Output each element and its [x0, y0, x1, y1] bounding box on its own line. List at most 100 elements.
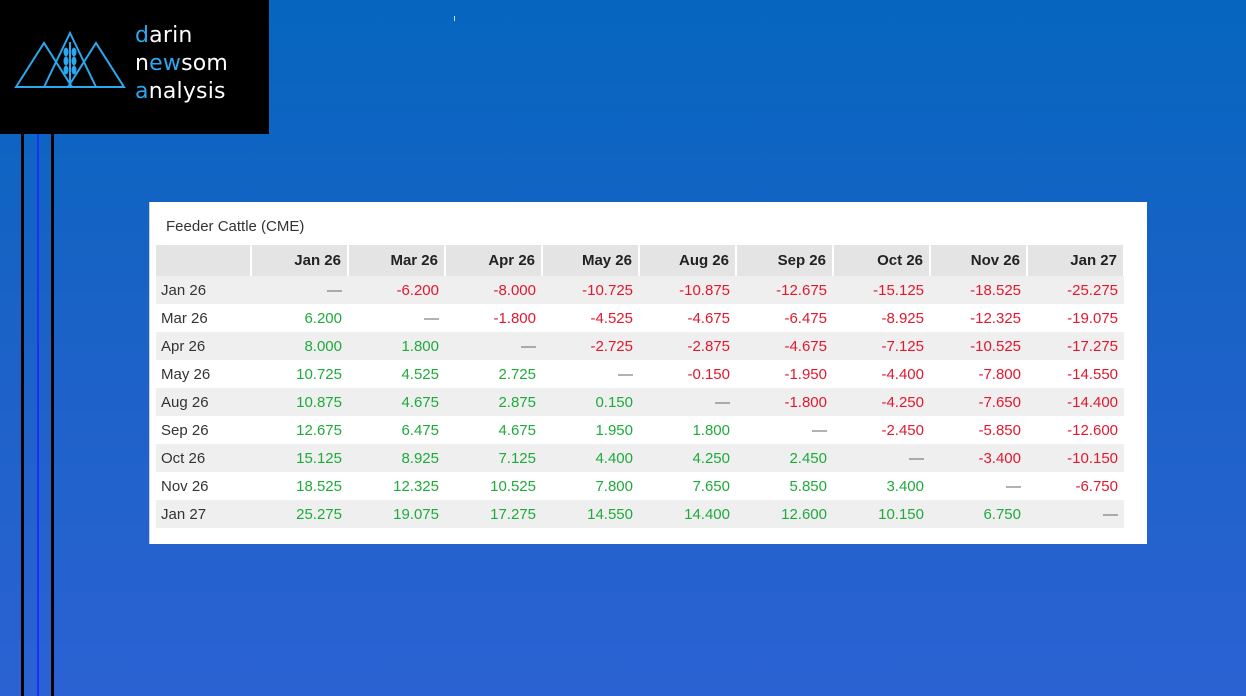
spread-cell: — — [639, 388, 736, 416]
spread-cell: 10.150 — [833, 500, 930, 528]
spread-cell: 1.950 — [542, 416, 639, 444]
row-label: Aug 26 — [156, 388, 251, 416]
spread-cell: 15.125 — [251, 444, 348, 472]
row-label: Sep 26 — [156, 416, 251, 444]
row-label: Mar 26 — [156, 304, 251, 332]
spread-cell: 0.150 — [542, 388, 639, 416]
panel-title: Feeder Cattle (CME) — [166, 218, 305, 235]
spread-cell: 17.275 — [445, 500, 542, 528]
spread-cell: -3.400 — [930, 444, 1027, 472]
row-label: Oct 26 — [156, 444, 251, 472]
spread-cell: -4.675 — [639, 304, 736, 332]
column-header: Apr 26 — [445, 245, 543, 276]
spread-cell: -2.875 — [639, 332, 736, 360]
spread-cell: 3.400 — [833, 472, 930, 500]
table-row: Apr 26 8.000 1.800— -2.725 -2.875 -4.675 -7.12… — [156, 332, 1124, 360]
spread-cell: -17.275 — [1027, 332, 1124, 360]
spread-cell: 10.725 — [251, 360, 348, 388]
decorative-line — [21, 134, 24, 696]
spread-cell: 1.800 — [348, 332, 445, 360]
spread-cell: 4.525 — [348, 360, 445, 388]
spread-cell: -4.675 — [736, 332, 833, 360]
spread-cell: 12.600 — [736, 500, 833, 528]
spread-cell: -14.400 — [1027, 388, 1124, 416]
spread-cell: -18.525 — [930, 276, 1027, 304]
logo-wordmark: darin newsom analysis — [135, 22, 228, 106]
spread-cell: -8.000 — [445, 276, 542, 304]
spread-cell: -7.800 — [930, 360, 1027, 388]
table-row: May 26 10.725 4.525 2.725— -0.150 -1.950 -4.40… — [156, 360, 1124, 388]
spread-cell: — — [542, 360, 639, 388]
spread-cell: 2.875 — [445, 388, 542, 416]
table-row: Nov 26 18.525 12.325 10.525 7.800 7.650 5.850 3… — [156, 472, 1124, 500]
decorative-line — [37, 134, 39, 696]
spread-cell: 4.250 — [639, 444, 736, 472]
spread-cell: — — [445, 332, 542, 360]
column-header: Jan 26 — [251, 245, 349, 276]
spread-cell: -14.550 — [1027, 360, 1124, 388]
column-header: Mar 26 — [348, 245, 446, 276]
mountain-wheat-logo-icon — [14, 30, 126, 88]
spread-cell: 12.325 — [348, 472, 445, 500]
spread-cell: 4.675 — [445, 416, 542, 444]
table-row: Aug 26 10.875 4.675 2.875 0.150— -1.800 -4.250… — [156, 388, 1124, 416]
spread-cell: 8.925 — [348, 444, 445, 472]
spread-cell: -10.150 — [1027, 444, 1124, 472]
row-label: Jan 27 — [156, 500, 251, 528]
spread-cell: -7.125 — [833, 332, 930, 360]
spread-cell: 4.400 — [542, 444, 639, 472]
spread-cell: 7.650 — [639, 472, 736, 500]
spread-cell: — — [251, 276, 348, 304]
spread-cell: — — [930, 472, 1027, 500]
spread-cell: 8.000 — [251, 332, 348, 360]
row-label: Nov 26 — [156, 472, 251, 500]
spread-cell: -10.525 — [930, 332, 1027, 360]
column-header: Sep 26 — [736, 245, 834, 276]
spread-cell: 6.200 — [251, 304, 348, 332]
spread-cell: -7.650 — [930, 388, 1027, 416]
column-header: Jan 27 — [1027, 245, 1125, 276]
table-row: Oct 26 15.125 8.925 7.125 4.400 4.250 2.450— -3… — [156, 444, 1124, 472]
spread-cell: 25.275 — [251, 500, 348, 528]
spread-cell: -8.925 — [833, 304, 930, 332]
table-row: Sep 26 12.675 6.475 4.675 1.950 1.800— -2.450-… — [156, 416, 1124, 444]
column-header: Aug 26 — [639, 245, 737, 276]
spread-cell: 6.475 — [348, 416, 445, 444]
spread-cell: -2.725 — [542, 332, 639, 360]
column-header: May 26 — [542, 245, 640, 276]
spread-cell: 18.525 — [251, 472, 348, 500]
spread-cell: 10.875 — [251, 388, 348, 416]
spread-cell: -1.950 — [736, 360, 833, 388]
spread-cell: 7.800 — [542, 472, 639, 500]
spread-cell: -12.325 — [930, 304, 1027, 332]
column-header: Oct 26 — [833, 245, 931, 276]
spread-cell: -1.800 — [445, 304, 542, 332]
spread-cell: -6.750 — [1027, 472, 1124, 500]
spread-cell: -1.800 — [736, 388, 833, 416]
spread-matrix-table: Jan 26 Mar 26 Apr 26 May 26 Aug 26 Sep 26 Oct … — [156, 245, 1125, 528]
row-label: Jan 26 — [156, 276, 251, 304]
column-header: Nov 26 — [930, 245, 1028, 276]
spread-cell: — — [736, 416, 833, 444]
table-header-row: Jan 26 Mar 26 Apr 26 May 26 Aug 26 Sep 26 Oct … — [156, 245, 1125, 276]
spread-cell: — — [833, 444, 930, 472]
spread-cell: 5.850 — [736, 472, 833, 500]
decorative-mark — [454, 16, 455, 21]
spread-cell: 4.675 — [348, 388, 445, 416]
spread-cell: -4.400 — [833, 360, 930, 388]
spread-cell: 12.675 — [251, 416, 348, 444]
spread-cell: 14.550 — [542, 500, 639, 528]
spread-cell: -10.875 — [639, 276, 736, 304]
spread-cell: -10.725 — [542, 276, 639, 304]
table-row: Jan 26— -6.200 -8.000 -10.725 -10.875 -12.675… — [156, 276, 1124, 304]
spread-cell: -4.250 — [833, 388, 930, 416]
spread-cell: — — [1027, 500, 1124, 528]
row-label: May 26 — [156, 360, 251, 388]
spread-cell: 7.125 — [445, 444, 542, 472]
logo: darin newsom analysis — [0, 0, 269, 134]
spread-cell: 6.750 — [930, 500, 1027, 528]
spread-cell: -6.200 — [348, 276, 445, 304]
spread-cell: -6.475 — [736, 304, 833, 332]
spread-cell: — — [348, 304, 445, 332]
spread-cell: 2.725 — [445, 360, 542, 388]
